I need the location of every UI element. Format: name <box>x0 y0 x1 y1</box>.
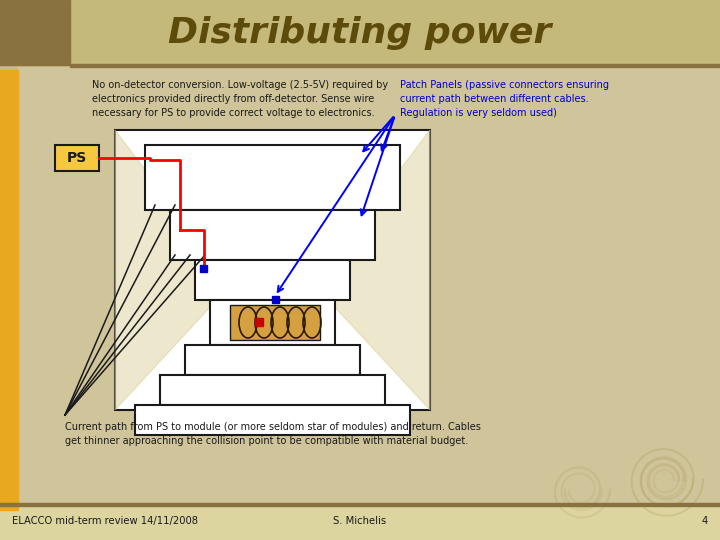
Bar <box>200 265 207 272</box>
Bar <box>115 130 430 410</box>
Bar <box>145 145 400 210</box>
Text: ELACCO mid-term review 14/11/2008: ELACCO mid-term review 14/11/2008 <box>12 516 198 526</box>
Bar <box>185 345 360 375</box>
Text: Current path from PS to module (or more seldom star of modules) and return. Cabl: Current path from PS to module (or more … <box>65 422 481 446</box>
Bar <box>255 318 263 326</box>
Bar <box>170 210 375 260</box>
Bar <box>230 305 320 340</box>
Bar <box>272 296 279 303</box>
Bar <box>195 260 350 300</box>
Bar <box>0 70 18 510</box>
Text: No on-detector conversion. Low-voltage (2.5-5V) required by
electronics provided: No on-detector conversion. Low-voltage (… <box>92 80 388 118</box>
Text: Distributing power: Distributing power <box>168 16 552 50</box>
Text: 4: 4 <box>702 516 708 526</box>
Bar <box>160 375 385 405</box>
Bar <box>210 300 335 345</box>
Bar <box>18 67 720 503</box>
Text: S. Michelis: S. Michelis <box>333 516 387 526</box>
Bar <box>70 64 720 66</box>
Polygon shape <box>313 130 430 410</box>
Bar <box>0 0 70 65</box>
Polygon shape <box>115 130 232 410</box>
Bar <box>135 405 410 435</box>
Bar <box>0 505 720 540</box>
Bar <box>70 0 720 65</box>
Bar <box>55 145 99 171</box>
Text: Patch Panels (passive connectors ensuring
current path between different cables.: Patch Panels (passive connectors ensurin… <box>400 80 609 118</box>
Bar <box>0 503 720 505</box>
Text: PS: PS <box>67 151 87 165</box>
